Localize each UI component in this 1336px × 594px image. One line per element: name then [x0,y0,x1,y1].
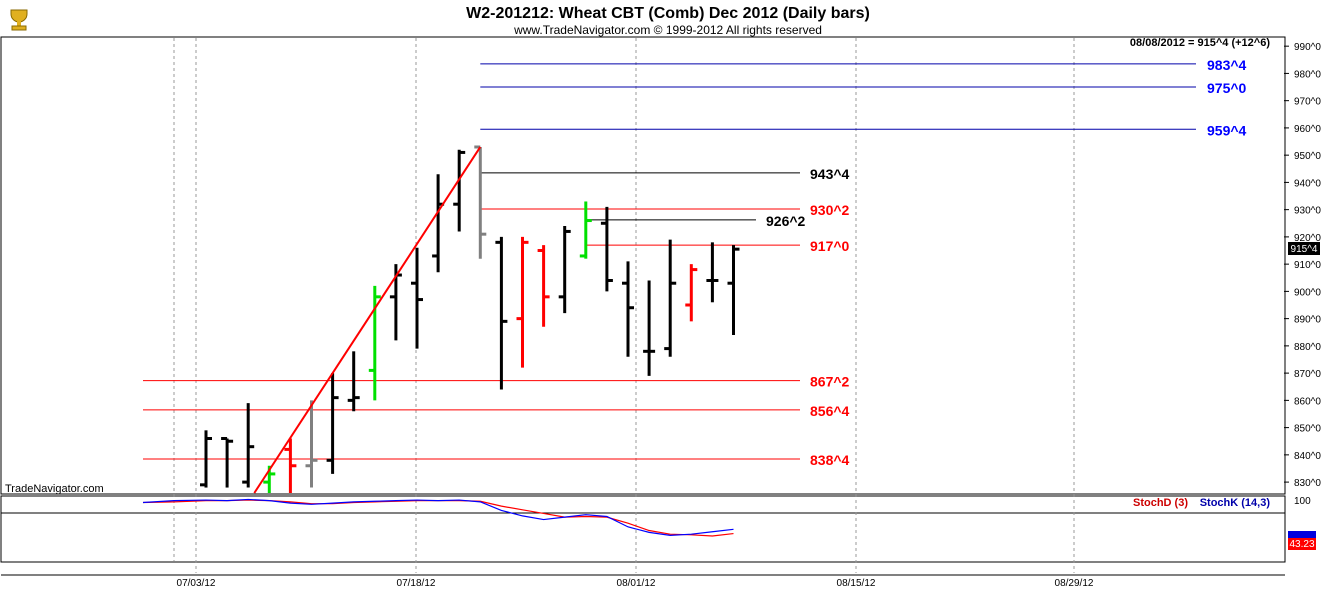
level-label: 838^4 [810,452,850,468]
stoch-tag-value: 43.23 [1289,539,1314,550]
level-label: 856^4 [810,403,850,419]
y-tick-label: 890^0 [1294,315,1321,326]
level-label: 917^0 [810,238,850,254]
y-tick-label: 870^0 [1294,369,1321,380]
date-axis: 07/03/12 07/18/12 08/01/12 08/15/12 08/29/12 [177,578,1094,589]
stoch-axis-100: 100 [1294,496,1311,507]
y-tick-label: 980^0 [1294,69,1321,80]
stochd-legend: StochD (3) [1133,497,1188,509]
level-label: 867^2 [810,374,850,390]
ohlc-bar [284,438,297,493]
ohlc-bar [200,430,212,488]
x-tick-label: 08/15/12 [837,578,876,589]
ohlc-bar [432,174,445,273]
ohlc-bar [706,242,719,303]
ohlc-bar [537,245,550,327]
x-tick-label: 07/18/12 [397,578,436,589]
level-label: 943^4 [810,166,850,182]
x-tick-label: 07/03/12 [177,578,216,589]
last-price-tag: 915^4 [1288,242,1320,255]
ohlc-bar [516,236,529,368]
price-axis: 830^0 840^0 850^0 860^0 870^0 880^0 890^0 900^0… [1284,42,1321,489]
x-tick-label: 08/01/12 [617,578,656,589]
ohlc-bar [685,264,698,322]
y-tick-label: 960^0 [1294,124,1321,135]
y-tick-label: 940^0 [1294,178,1321,189]
watermark-text: TradeNavigator.com [5,483,104,495]
y-tick-label: 830^0 [1294,478,1321,489]
y-tick-label: 880^0 [1294,342,1321,353]
last-bar-info: 08/08/2012 = 915^4 (+12^6) [1130,37,1270,49]
y-tick-label: 950^0 [1294,151,1321,162]
trendline [253,146,482,494]
level-label: 926^2 [766,213,806,229]
y-tick-label: 920^0 [1294,233,1321,244]
ohlc-bar [453,149,466,232]
ohlc-bar [600,206,613,292]
ohlc-bar [305,400,318,488]
ohlc-bar [326,373,339,474]
ohlc-bar [558,225,571,314]
trade-navigator-logo [6,4,32,32]
ohlc-bar [347,351,360,412]
stochk-legend: StochK (14,3) [1200,497,1271,509]
y-tick-label: 970^0 [1294,97,1321,108]
price-pane [0,36,1286,495]
ohlc-bar [411,247,423,349]
stochastic-lines [142,498,734,537]
ohlc-bar [368,285,381,401]
ohlc-bar [495,236,508,390]
ohlc-bar [664,239,677,357]
ohlc-bar [242,403,255,488]
ohlc-bar [579,201,592,259]
stoch-series-line [142,498,734,537]
y-tick-label: 850^0 [1294,424,1321,435]
level-label: 983^4 [1207,57,1247,73]
stoch-series-line [142,499,734,537]
y-tick-label: 900^0 [1294,287,1321,298]
y-tick-label: 840^0 [1294,451,1321,462]
ohlc-bar [727,245,740,335]
copyright-text: www.TradeNavigator.com © 1999-2012 All r… [513,23,822,37]
trendline-segment [253,146,482,494]
price-bars [200,145,740,493]
y-tick-label: 990^0 [1294,42,1321,53]
x-tick-label: 08/29/12 [1055,578,1094,589]
ohlc-bar [622,261,634,357]
chart-title: W2-201212: Wheat CBT (Comb) Dec 2012 (Da… [466,5,870,22]
stoch-tags: 43.23 [1288,531,1316,550]
ohlc-bar [474,145,487,259]
y-tick-label: 930^0 [1294,206,1321,217]
gridlines [173,38,1075,573]
level-label: 959^4 [1207,122,1247,138]
ohlc-bar [643,280,656,376]
stoch-pane [0,495,1286,563]
y-tick-label: 860^0 [1294,396,1321,407]
ohlc-bar [221,437,234,488]
y-tick-label: 910^0 [1294,260,1321,271]
level-label: 930^2 [810,202,850,218]
last-price-label: 915^4 [1291,244,1318,255]
level-label: 975^0 [1207,80,1247,96]
